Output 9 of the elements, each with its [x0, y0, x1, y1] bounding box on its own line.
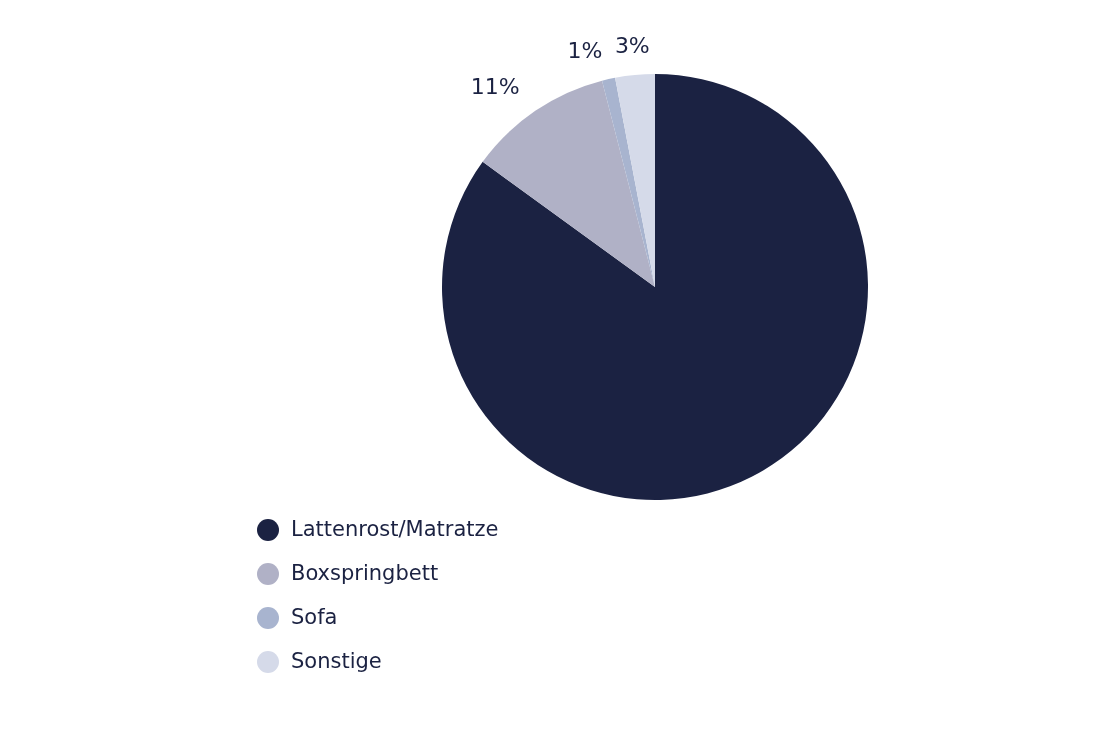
pie-slice — [615, 74, 655, 287]
legend-label: Boxspringbett — [291, 561, 439, 585]
data-label: 3% — [614, 33, 650, 59]
legend-label: Sonstige — [291, 649, 382, 673]
pie-slice — [442, 74, 868, 500]
data-label: 1% — [567, 37, 603, 63]
data-label: 11% — [470, 73, 520, 99]
legend-label: Lattenrost/Matratze — [291, 517, 499, 541]
legend-label: Sofa — [291, 605, 338, 629]
